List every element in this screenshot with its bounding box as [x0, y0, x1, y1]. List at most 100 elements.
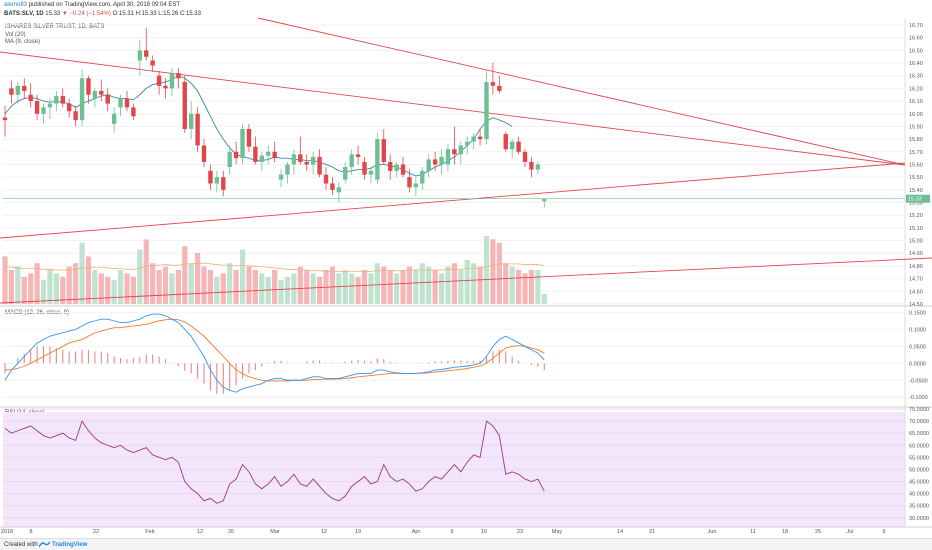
x-tick-label: 25 — [815, 529, 821, 535]
rsi-tick-label: 55.0000 — [909, 455, 929, 461]
volume-bar — [227, 263, 233, 304]
volume-bar — [329, 266, 336, 304]
rsi-tick-label: 60.0000 — [909, 443, 929, 449]
volume-bar — [503, 263, 509, 304]
volume-bar — [66, 266, 72, 304]
rsi-tick-label: 30.0000 — [909, 516, 929, 522]
rsi-tick-label: 40.0000 — [909, 492, 929, 498]
candle-body — [169, 73, 175, 89]
candle-body — [458, 145, 464, 155]
volume-bar — [394, 273, 400, 304]
volume-bar — [381, 266, 387, 304]
candle-body — [79, 78, 85, 121]
volume-bar — [400, 270, 406, 304]
volume-bar — [310, 273, 316, 304]
candle-body — [420, 170, 425, 184]
volume-bar — [143, 239, 149, 304]
candle-body — [233, 151, 239, 159]
volume-bar — [21, 276, 27, 304]
candle-body — [285, 164, 290, 175]
macd-tick-label: 0.0000 — [909, 361, 926, 367]
volume-bar — [438, 273, 445, 304]
candle-body — [86, 78, 91, 95]
candle-body — [259, 155, 264, 162]
candle-body — [150, 60, 155, 66]
volume-bar — [73, 263, 79, 304]
volume-bar — [60, 276, 66, 304]
footer-brand[interactable]: TradingView — [52, 542, 88, 548]
macd-line — [4, 313, 545, 393]
x-tick-label: 9 — [882, 529, 885, 535]
price-tick-label: 16.40 — [909, 61, 923, 67]
candle-body — [375, 139, 380, 180]
candle-body — [426, 159, 431, 171]
x-tick-label: 12 — [321, 529, 327, 535]
x-tick-label: Feb — [145, 529, 154, 535]
candle-body — [477, 136, 483, 140]
price-tick-label: 14.50 — [909, 302, 923, 308]
volume-bar — [477, 266, 483, 304]
candle-body — [388, 161, 393, 171]
candle-body — [41, 107, 46, 114]
candle-body — [439, 156, 444, 165]
candle-body — [105, 94, 110, 104]
symbol-line: BATS:SLV, 1D 15.33 ▼ −0.24 (−1.54%) O:15… — [4, 11, 201, 17]
rsi-tick-label: 65.0000 — [909, 431, 929, 437]
candle-body — [124, 98, 130, 108]
rsi-tick-label: 75.0000 — [909, 407, 929, 413]
x-tick-label: 26 — [228, 529, 234, 535]
macd-tick-label: 0.0500 — [909, 344, 926, 350]
x-tick-label: 19 — [355, 529, 361, 535]
candle-body — [542, 198, 547, 202]
candle-body — [118, 98, 123, 108]
volume-bar — [220, 273, 226, 304]
volume-bar — [252, 270, 258, 304]
candle-body — [394, 164, 399, 171]
price-tick-label: 15.50 — [909, 175, 923, 181]
price-tick-label: 16.70 — [909, 23, 923, 29]
x-tick-label: 9 — [450, 529, 453, 535]
volume-bar — [92, 270, 98, 304]
volume-ma-line — [4, 262, 545, 272]
candle-body — [400, 164, 406, 175]
volume-bar — [413, 270, 419, 304]
candle-body — [182, 82, 187, 129]
candle-body — [330, 183, 335, 190]
rsi-tick-label: 45.0000 — [909, 480, 929, 486]
price-tick-label: 16.20 — [909, 86, 923, 92]
volume-bar — [458, 270, 464, 304]
candle-body — [163, 85, 168, 89]
candle-body — [99, 90, 104, 95]
volume-bar — [233, 270, 239, 304]
candle-body — [131, 107, 136, 117]
price-tick-label: 15.20 — [909, 213, 923, 219]
candle-body — [253, 146, 258, 162]
candle-body — [15, 85, 21, 95]
price-tick-label: 15.00 — [909, 239, 923, 245]
volume-bar — [278, 280, 284, 304]
candle-body — [60, 96, 65, 104]
candle-body — [2, 117, 8, 121]
author-link[interactable]: alemo83 — [4, 2, 28, 8]
volume-bar — [406, 266, 413, 304]
chart-canvas[interactable]: 16.70 16.60 16.50 16.40 16.30 16.20 16.10 16.00… — [0, 0, 932, 538]
last-price-marker-label: 15.33 — [908, 197, 922, 203]
volume-bar — [207, 270, 214, 304]
candle-body — [22, 85, 27, 91]
volume-bar — [374, 263, 380, 304]
candle-body — [310, 156, 316, 165]
symbol-label: BATS:SLV, 1D — [4, 11, 44, 17]
volume-bar — [214, 276, 220, 304]
candle-body — [54, 96, 59, 104]
publish-text: published on TradingView.com, April 30, … — [28, 2, 181, 8]
volume-bar — [445, 266, 451, 304]
x-tick-label: 8 — [29, 529, 32, 535]
price-change: ▼ −0.24 (−1.54%) — [61, 11, 111, 17]
price-tick-label: 15.30 — [909, 201, 923, 207]
macd-tick-label: 0.1500 — [909, 310, 926, 316]
candle-body — [381, 139, 386, 162]
volume-bar — [124, 273, 130, 304]
vol-label: Vol (20) — [5, 32, 26, 38]
volume-bar — [535, 270, 541, 304]
